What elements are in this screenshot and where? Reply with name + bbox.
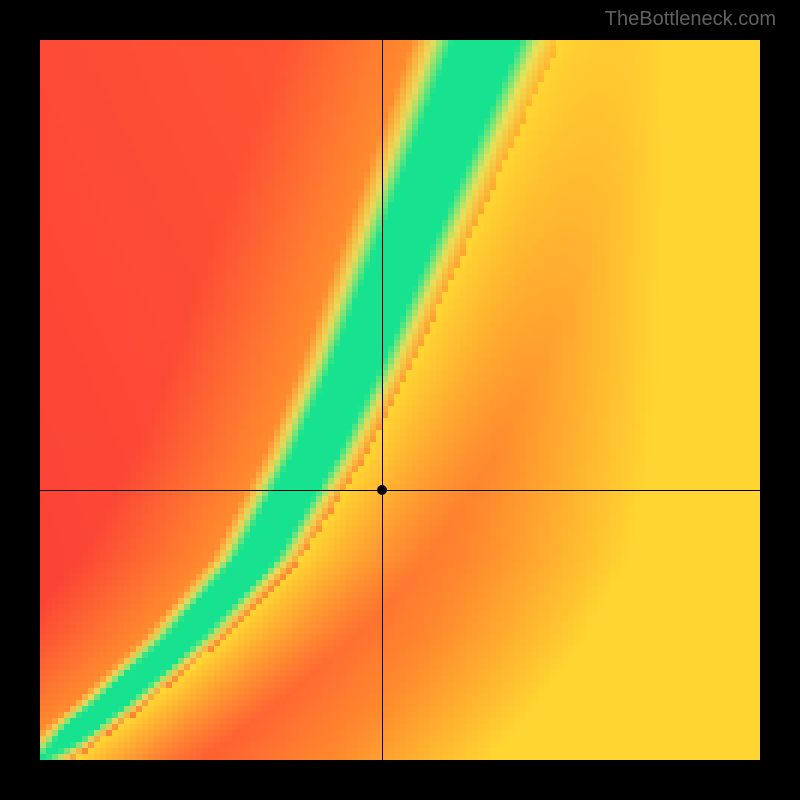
crosshair-vertical	[382, 40, 383, 760]
chart-container: TheBottleneck.com	[0, 0, 800, 800]
crosshair-marker	[377, 485, 387, 495]
crosshair-horizontal	[40, 490, 760, 491]
heatmap-plot-area	[40, 40, 760, 760]
watermark-text: TheBottleneck.com	[605, 8, 776, 31]
heatmap-canvas	[40, 40, 760, 760]
